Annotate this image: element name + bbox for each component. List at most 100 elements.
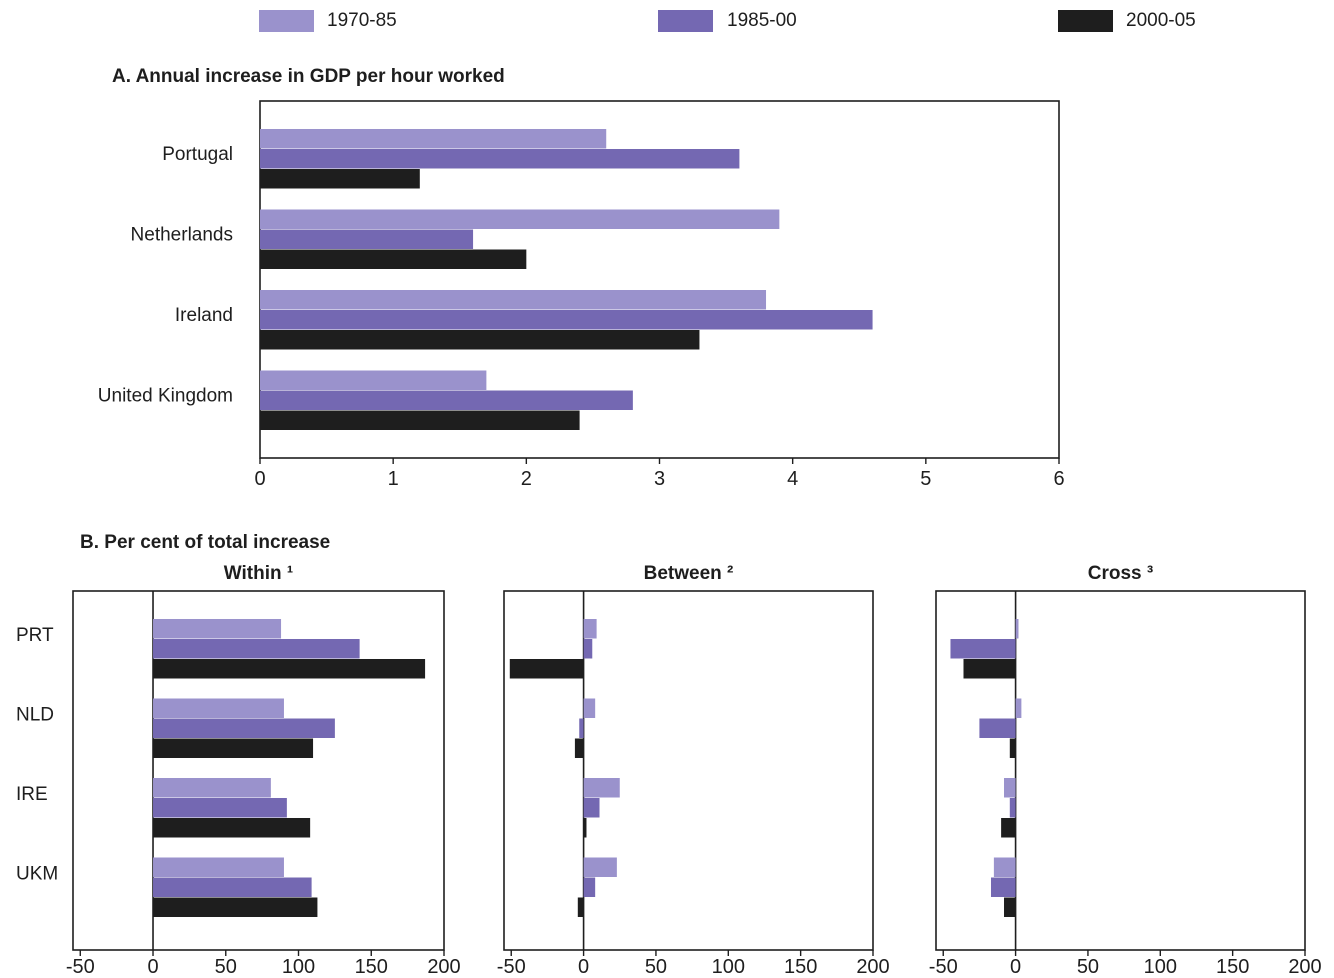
legend: 1970-85 1985-00 2000-05 <box>259 10 1196 32</box>
panel-cross-bar-ukm-1985-00 <box>990 877 1016 897</box>
panel-between-bar-nld-1970-85 <box>583 698 596 718</box>
panel-within-bar-prt-2000-05 <box>153 659 426 679</box>
panel-cross-bar-nld-2000-05 <box>1009 738 1016 758</box>
panel-a-tick-label-4: 4 <box>787 468 798 490</box>
panel-within-tick-label-50: -50 <box>66 956 95 978</box>
panel-within-category-nld: NLD <box>16 705 54 726</box>
panel-cross-bar-ire-2000-05 <box>1001 818 1016 838</box>
legend-label-1970-85: 1970-85 <box>327 10 397 31</box>
panel-a-bar-portugal-1970-85 <box>260 129 607 149</box>
panel-a-bar-netherlands-2000-05 <box>260 249 527 269</box>
panel-between-bar-prt-2000-05 <box>509 659 584 679</box>
legend-swatch-1985-00 <box>658 10 713 32</box>
panel-between-tick-label-0: 0 <box>578 956 589 978</box>
panel-between-bar-prt-1985-00 <box>583 639 593 659</box>
panel-within-bar-ukm-1985-00 <box>153 877 312 897</box>
panel-within-bar-prt-1970-85 <box>153 619 282 639</box>
panel-within-tick-label-150: 150 <box>355 956 388 978</box>
panel-within: Within ¹ PRT NLD IRE UKM -50 0 50 100 150 200 <box>16 563 461 978</box>
panel-a-bar-united-kingdom-1970-85 <box>260 370 487 390</box>
panel-a-bar-united-kingdom-2000-05 <box>260 410 580 430</box>
panel-within-bar-ukm-1970-85 <box>153 857 284 877</box>
panel-within-tick-label-200: 200 <box>427 956 460 978</box>
panel-within-tick-label-0: 0 <box>147 956 158 978</box>
panel-between-bar-ire-1985-00 <box>583 798 600 818</box>
panel-within-bar-ire-1970-85 <box>153 778 271 798</box>
panel-a-tick-label-3: 3 <box>654 468 665 490</box>
panel-within-bar-ire-1985-00 <box>153 798 287 818</box>
panel-between-tick-label-100: 100 <box>712 956 745 978</box>
panel-within-tick-label-100: 100 <box>282 956 315 978</box>
panel-b-title: B. Per cent of total increase <box>80 532 330 553</box>
panel-cross: Cross ³ -50 0 50 100 150 200 <box>929 563 1322 978</box>
panel-within-bar-ire-2000-05 <box>153 818 311 838</box>
panel-between-bar-nld-1985-00 <box>579 718 584 738</box>
panel-between-bar-ukm-1985-00 <box>583 877 596 897</box>
panel-between-bar-ukm-2000-05 <box>577 897 584 917</box>
panel-within-category-ukm: UKM <box>16 864 58 885</box>
panel-within-bar-nld-1985-00 <box>153 718 335 738</box>
panel-within-bar-prt-1985-00 <box>153 639 360 659</box>
panel-cross-tick-label-150: 150 <box>1216 956 1249 978</box>
panel-a-category-portugal: Portugal <box>162 144 233 165</box>
panel-within-category-ire: IRE <box>16 784 48 805</box>
panel-cross-tick-label-0: 0 <box>1010 956 1021 978</box>
panel-cross-bar-prt-2000-05 <box>963 659 1016 679</box>
panel-a-bar-portugal-2000-05 <box>260 169 420 189</box>
panel-a-tick-label-2: 2 <box>521 468 532 490</box>
panel-a-tick-label-0: 0 <box>254 468 265 490</box>
panel-cross-tick-label-50: 50 <box>1077 956 1099 978</box>
panel-between-bar-ire-2000-05 <box>583 818 587 838</box>
legend-swatch-1970-85 <box>259 10 314 32</box>
panel-between-frame <box>503 590 874 951</box>
panel-between-tick-label-200: 200 <box>856 956 889 978</box>
panel-within-title: Within ¹ <box>224 563 293 584</box>
panel-between-bar-ire-1970-85 <box>583 778 620 798</box>
panel-cross-title: Cross ³ <box>1088 563 1153 584</box>
panel-a-category-united-kingdom: United Kingdom <box>98 386 233 407</box>
panel-between-tick-label-50: -50 <box>497 956 526 978</box>
panel-between-title: Between ² <box>644 563 734 584</box>
panel-between-bar-nld-2000-05 <box>574 738 584 758</box>
panel-a-bar-portugal-1985-00 <box>260 149 740 169</box>
panel-a-category-ireland: Ireland <box>175 305 233 326</box>
chart-panels: Portugal Netherlands Ireland United Kingdom… <box>16 100 1322 978</box>
panel-between-bar-ukm-1970-85 <box>583 857 617 877</box>
panel-a-bar-united-kingdom-1985-00 <box>260 390 633 410</box>
panel-cross-bar-nld-1985-00 <box>979 718 1016 738</box>
panel-cross-bar-nld-1970-85 <box>1015 698 1022 718</box>
panel-between-tick-label-150: 150 <box>784 956 817 978</box>
legend-swatch-2000-05 <box>1058 10 1113 32</box>
panel-cross-tick-label-50: -50 <box>929 956 958 978</box>
panel-cross-bar-ire-1985-00 <box>1009 798 1016 818</box>
panel-a-bar-netherlands-1970-85 <box>260 209 780 229</box>
panel-a-tick-label-1: 1 <box>388 468 399 490</box>
panel-cross-bar-ukm-2000-05 <box>1004 897 1016 917</box>
panel-cross-tick-label-100: 100 <box>1144 956 1177 978</box>
panel-cross-bar-prt-1970-85 <box>1015 619 1019 639</box>
panel-a-bar-ireland-2000-05 <box>260 330 700 350</box>
panel-cross-tick-label-200: 200 <box>1288 956 1321 978</box>
panel-within-bar-nld-1970-85 <box>153 698 284 718</box>
panel-within-bar-ukm-2000-05 <box>153 897 318 917</box>
panel-cross-bar-ire-1970-85 <box>1004 778 1016 798</box>
panel-a-bar-ireland-1985-00 <box>260 310 873 330</box>
panel-within-tick-label-50: 50 <box>215 956 237 978</box>
panel-a-title: A. Annual increase in GDP per hour worke… <box>112 66 505 87</box>
panel-a-bar-netherlands-1985-00 <box>260 229 474 249</box>
panel-within-category-prt: PRT <box>16 625 54 646</box>
panel-cross-bar-ukm-1970-85 <box>993 857 1016 877</box>
panel-within-frame <box>72 590 445 951</box>
panel-a-tick-label-6: 6 <box>1053 468 1064 490</box>
panel-between-tick-label-50: 50 <box>645 956 667 978</box>
panel-a-bar-ireland-1970-85 <box>260 290 767 310</box>
panel-cross-bar-prt-1985-00 <box>950 639 1016 659</box>
panel-between: Between ² -50 0 50 100 150 200 <box>497 563 890 978</box>
panel-within-bar-nld-2000-05 <box>153 738 314 758</box>
panel-a: Portugal Netherlands Ireland United Kingdom… <box>98 100 1065 490</box>
panel-a-tick-label-5: 5 <box>920 468 931 490</box>
panel-cross-frame <box>935 590 1306 951</box>
legend-label-2000-05: 2000-05 <box>1126 10 1196 31</box>
panel-a-category-netherlands: Netherlands <box>131 225 233 246</box>
